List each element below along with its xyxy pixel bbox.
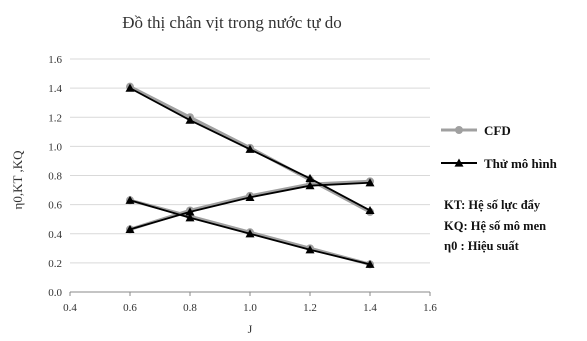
model-point xyxy=(125,195,135,204)
y-tick-label: 0.8 xyxy=(48,171,62,183)
y-tick-labels: 0.0 0.2 0.4 0.6 0.8 1.0 1.2 1.4 1.6 xyxy=(48,54,62,299)
annotation-0: KT: Hệ số lực đẩy xyxy=(444,198,541,212)
model-point xyxy=(365,205,375,215)
y-axis-label: η0,KT ,KQ xyxy=(10,150,25,210)
model-point xyxy=(305,245,315,254)
model-point xyxy=(365,178,375,187)
y-tick-label: 1.2 xyxy=(48,112,62,124)
x-axis-label: J xyxy=(248,322,253,336)
legend-marker-1 xyxy=(454,158,464,167)
y-tick-label: 1.0 xyxy=(48,141,62,153)
cfd-line-2 xyxy=(129,179,371,231)
model-point xyxy=(245,192,255,201)
chart-axes xyxy=(69,291,431,296)
x-tick-labels: 0.4 0.6 0.8 1.0 1.2 1.4 1.6 xyxy=(63,302,437,314)
model-point xyxy=(305,181,315,190)
chart-title: Đồ thị chân vịt trong nước tự do xyxy=(122,13,342,32)
model-point xyxy=(185,213,195,222)
y-tick-label: 0.4 xyxy=(48,229,62,241)
model-point xyxy=(245,229,255,238)
model-point xyxy=(125,224,135,233)
model-point xyxy=(125,83,135,92)
model-point xyxy=(245,144,255,153)
model-point xyxy=(185,115,195,124)
legend-label-0: CFD xyxy=(484,123,511,138)
x-tick-label: 1.6 xyxy=(423,302,437,314)
model-point xyxy=(365,259,375,268)
chart-legend: CFD Thử mô hình xyxy=(441,123,558,171)
chart-annotations: KT: Hệ số lực đẩy KQ: Hệ số mô men η0 : Hi… xyxy=(444,198,546,253)
x-tick-label: 1.4 xyxy=(363,302,377,314)
legend-label-1: Thử mô hình xyxy=(484,156,558,171)
y-tick-label: 0.0 xyxy=(48,287,62,299)
chart-series xyxy=(125,82,375,269)
x-tick-label: 0.6 xyxy=(123,302,137,314)
x-tick-label: 1.2 xyxy=(303,302,317,314)
x-tick-label: 0.8 xyxy=(183,302,197,314)
x-tick-label: 1.0 xyxy=(243,302,257,314)
y-tick-label: 0.6 xyxy=(48,200,62,212)
legend-marker-0 xyxy=(455,126,463,134)
y-tick-label: 1.6 xyxy=(48,54,62,66)
y-tick-label: 0.2 xyxy=(48,258,62,270)
annotation-2: η0 : Hiệu suất xyxy=(444,239,520,253)
model-point xyxy=(185,207,195,216)
model-line-2 xyxy=(129,181,371,231)
y-tick-label: 1.4 xyxy=(48,83,62,95)
annotation-1: KQ: Hệ số mô men xyxy=(444,219,546,233)
model-point xyxy=(305,173,315,183)
x-tick-label: 0.4 xyxy=(63,302,77,314)
